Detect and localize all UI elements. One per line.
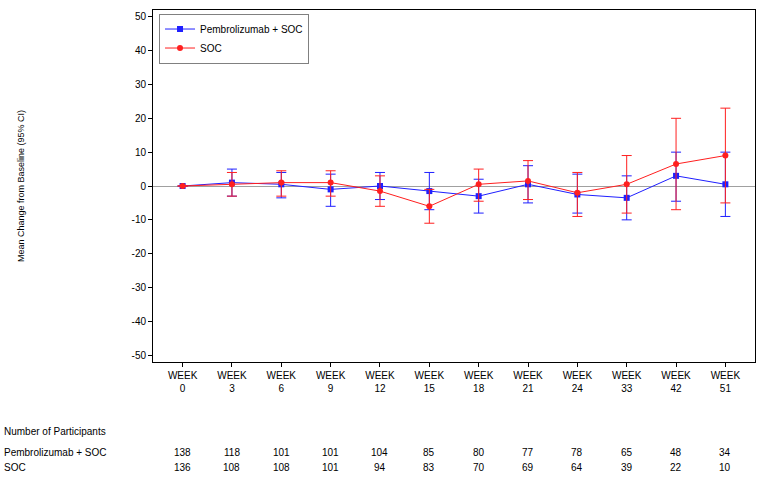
svg-text:WEEK15: WEEK15 [415, 370, 445, 394]
svg-text:WEEK3: WEEK3 [217, 370, 247, 394]
svg-text:64: 64 [571, 462, 583, 473]
svg-text:0: 0 [140, 181, 146, 192]
svg-text:20: 20 [135, 113, 147, 124]
svg-text:50: 50 [135, 11, 147, 22]
svg-text:136: 136 [174, 462, 191, 473]
svg-text:WEEK9: WEEK9 [316, 370, 346, 394]
svg-text:101: 101 [322, 447, 339, 458]
svg-text:40: 40 [135, 45, 147, 56]
svg-text:WEEK24: WEEK24 [563, 370, 593, 394]
svg-text:77: 77 [522, 447, 534, 458]
svg-text:-10: -10 [132, 214, 147, 225]
svg-text:-30: -30 [132, 282, 147, 293]
svg-text:WEEK51: WEEK51 [711, 370, 741, 394]
svg-text:-50: -50 [132, 350, 147, 361]
svg-text:WEEK0: WEEK0 [168, 370, 198, 394]
svg-text:10: 10 [135, 147, 147, 158]
svg-text:WEEK6: WEEK6 [267, 370, 297, 394]
svg-text:83: 83 [423, 462, 435, 473]
svg-text:34: 34 [719, 447, 731, 458]
svg-text:118: 118 [224, 447, 240, 458]
svg-text:70: 70 [473, 462, 485, 473]
svg-text:48: 48 [670, 447, 682, 458]
svg-text:85: 85 [423, 447, 435, 458]
svg-text:SOC: SOC [4, 462, 26, 473]
svg-text:65: 65 [621, 447, 633, 458]
svg-text:WEEK18: WEEK18 [464, 370, 494, 394]
svg-text:78: 78 [571, 447, 583, 458]
svg-text:104: 104 [371, 447, 388, 458]
svg-text:WEEK42: WEEK42 [661, 370, 691, 394]
svg-text:Pembrolizumab + SOC: Pembrolizumab + SOC [200, 24, 303, 35]
svg-text:108: 108 [273, 462, 290, 473]
svg-text:22: 22 [670, 462, 682, 473]
svg-text:39: 39 [621, 462, 633, 473]
svg-text:69: 69 [522, 462, 534, 473]
svg-text:108: 108 [223, 462, 240, 473]
svg-text:101: 101 [322, 462, 339, 473]
svg-text:-40: -40 [132, 316, 147, 327]
svg-text:30: 30 [135, 79, 147, 90]
svg-text:Mean Change from Baseline (95%: Mean Change from Baseline (95% CI) [16, 110, 26, 262]
svg-text:WEEK33: WEEK33 [612, 370, 642, 394]
svg-text:WEEK21: WEEK21 [513, 370, 543, 394]
svg-text:Number of Participants: Number of Participants [4, 426, 106, 437]
svg-text:SOC: SOC [200, 43, 222, 54]
svg-text:WEEK12: WEEK12 [365, 370, 395, 394]
svg-text:94: 94 [374, 462, 386, 473]
svg-text:138: 138 [174, 447, 191, 458]
svg-text:80: 80 [473, 447, 485, 458]
svg-text:101: 101 [273, 447, 290, 458]
svg-text:10: 10 [719, 462, 731, 473]
svg-text:Pembrolizumab + SOC: Pembrolizumab + SOC [4, 447, 107, 458]
svg-text:-20: -20 [132, 248, 147, 259]
